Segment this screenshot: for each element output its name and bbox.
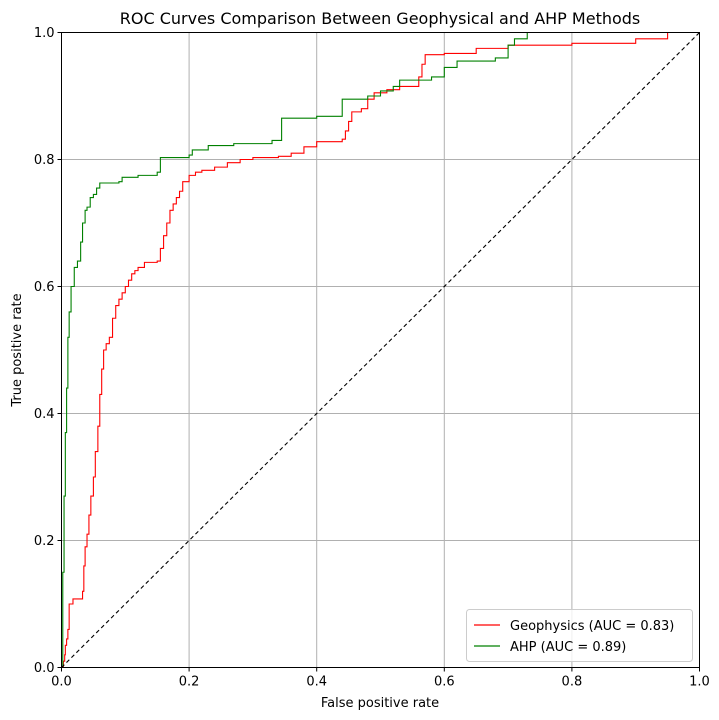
x-tick-label: 0.8 (562, 675, 583, 690)
legend-box (466, 609, 693, 662)
chance-diagonal-line (61, 32, 700, 668)
series-line-ahp (61, 31, 700, 669)
x-tick-label: 0.2 (179, 675, 200, 690)
x-axis-label: False positive rate (321, 696, 439, 711)
x-tick-label: 0.6 (434, 675, 455, 690)
y-tick-label: 0.8 (34, 153, 55, 168)
y-tick-label: 0.2 (34, 534, 55, 549)
legend-label-geophysics: Geophysics (AUC = 0.83) (510, 619, 674, 634)
y-axis-label: True positive rate (10, 293, 25, 407)
y-tick-label: 1.0 (34, 26, 55, 41)
chart-title: ROC Curves Comparison Between Geophysica… (120, 9, 641, 28)
x-tick-label: 0.4 (306, 675, 327, 690)
x-tick-label: 0.0 (51, 675, 72, 690)
legend-label-ahp: AHP (AUC = 0.89) (510, 640, 626, 655)
axis-ticks: 0.0 0.2 0.4 0.6 0.8 1.0 0.0 0.2 0.4 0.6 0.8 1.0 (34, 26, 710, 690)
y-tick-label: 0.4 (34, 407, 55, 422)
y-tick-label: 0.6 (34, 280, 55, 295)
plot-area-frame (61, 32, 700, 668)
legend: Geophysics (AUC = 0.83) AHP (AUC = 0.89) (466, 609, 693, 662)
x-tick-label: 1.0 (689, 675, 710, 690)
y-tick-label: 0.0 (34, 661, 55, 676)
series-lines (61, 31, 700, 669)
grid-lines (61, 32, 700, 668)
